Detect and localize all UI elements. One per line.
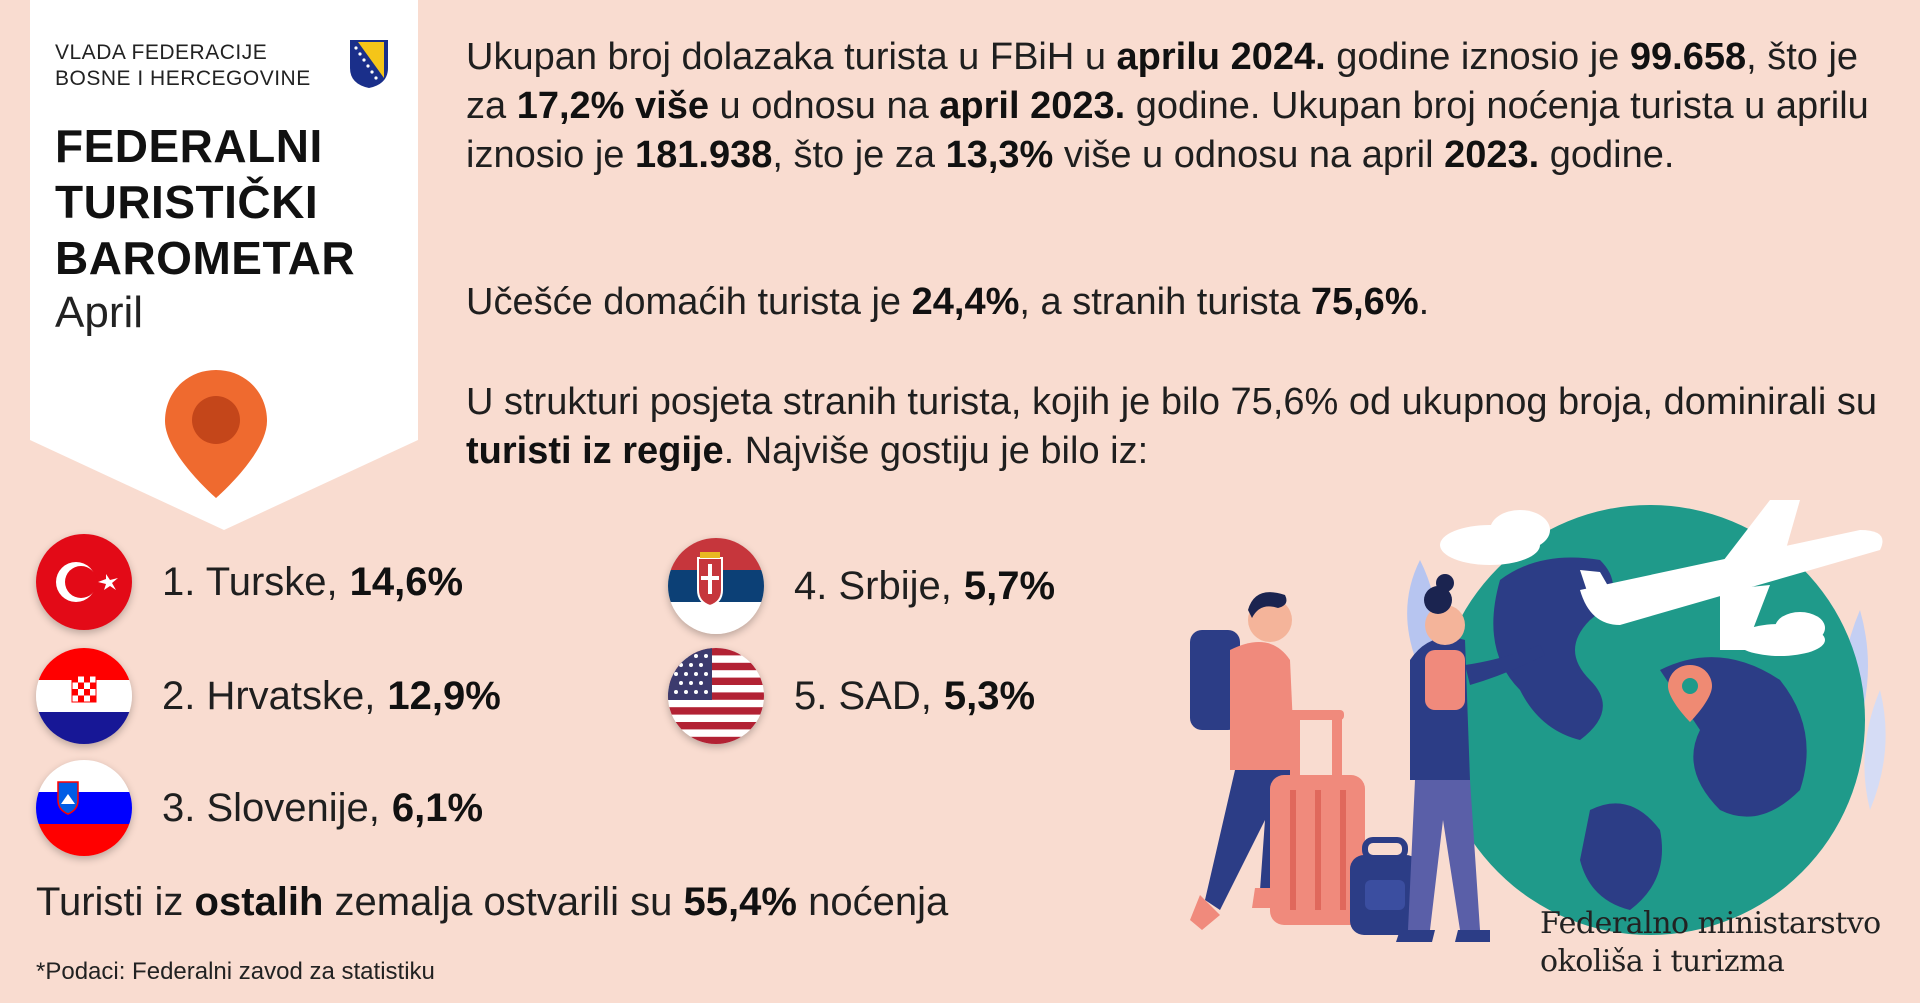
paragraph-segment: 99.658: [1629, 36, 1747, 78]
suitcase-icon: [1270, 710, 1365, 925]
country-value: 5,7%: [963, 563, 1056, 608]
slovenia-flag-icon: [36, 760, 132, 856]
country-item-croatia: 2. Hrvatske, 12,9%: [36, 648, 501, 744]
country-item-serbia: 4. Srbije, 5,7%: [668, 538, 1055, 634]
paragraph-segment: , što je za: [772, 134, 946, 176]
title-line1: FEDERALNI: [55, 120, 323, 172]
country-value: 6,1%: [391, 785, 484, 830]
others-bold1: ostalih: [194, 880, 324, 924]
backpack-icon: [1350, 837, 1420, 935]
paragraph-segment: 181.938: [634, 134, 773, 176]
location-pin-icon: [165, 370, 267, 498]
ministry-line1: Federalno ministarstvo: [1540, 906, 1881, 941]
paragraph-segment: u odnosu na: [708, 85, 940, 127]
paragraph-segment: aprilu 2024.: [1116, 36, 1326, 78]
paragraph-segment: , a stranih turista: [1019, 281, 1311, 323]
paragraph-segment: april 2023.: [939, 85, 1126, 127]
paragraph-segment: , što je za: [466, 36, 1859, 127]
country-value: 12,9%: [387, 673, 501, 718]
summary-paragraph-2: Učešće domaćih turista je 24,4%, a stran…: [466, 278, 1886, 327]
paragraph-segment: 2023.: [1444, 134, 1540, 176]
ministry-line2: okoliša i turizma: [1540, 944, 1785, 979]
gov-line2: BOSNE I HERCEGOVINE: [55, 67, 311, 90]
country-label: 4. Srbije,: [794, 563, 952, 608]
gov-line1: VLADA FEDERACIJE: [55, 41, 268, 64]
others-post: noćenja: [796, 880, 949, 924]
destination-pin-icon: [1668, 665, 1712, 722]
paragraph-segment: .: [1418, 281, 1430, 323]
summary-paragraph-3: U strukturi posjeta stranih turista, koj…: [466, 378, 1886, 476]
summary-paragraph-1: Ukupan broj dolazaka turista u FBiH u ap…: [466, 33, 1886, 180]
others-bold2: 55,4%: [683, 880, 797, 924]
data-source-note: *Podaci: Federalni zavod za statistiku: [36, 958, 435, 985]
country-item-turkey: 1. Turske, 14,6%: [36, 534, 463, 630]
others-mid: zemalja ostvarili su: [323, 880, 684, 924]
month-label: April: [55, 288, 144, 337]
paragraph-segment: turisti iz regije: [466, 430, 724, 472]
paragraph-segment: 24,4%: [911, 281, 1020, 323]
ministry-logo-text: Federalno ministarstvo okoliša i turizma: [1540, 905, 1881, 981]
turkey-flag-icon: [36, 534, 132, 630]
travel-illustration: [1190, 500, 1886, 942]
airplane-icon: [1580, 500, 1883, 650]
header-banner: [30, 0, 418, 530]
traveler-woman: [1396, 574, 1545, 942]
paragraph-segment: . Najviše gostiju je bilo iz:: [723, 430, 1149, 472]
coat-of-arms-icon: [350, 40, 388, 88]
paragraph-segment: U strukturi posjeta stranih turista, koj…: [466, 381, 1877, 423]
country-item-usa: 5. SAD, 5,3%: [668, 648, 1035, 744]
paragraph-segment: Učešće domaćih turista je: [466, 281, 912, 323]
country-label: 3. Slovenije,: [162, 785, 380, 830]
paragraph-segment: 17,2% više: [516, 85, 709, 127]
paragraph-segment: više u odnosu na april: [1053, 134, 1445, 176]
usa-flag-icon: [668, 648, 764, 744]
paragraph-segment: godine.: [1539, 134, 1675, 176]
government-name: VLADA FEDERACIJE BOSNE I HERCEGOVINE: [55, 40, 311, 92]
country-label: 1. Turske,: [162, 559, 338, 604]
country-item-slovenia: 3. Slovenije, 6,1%: [36, 760, 483, 856]
paragraph-segment: godine. Ukupan broj noćenja turista u ap…: [466, 85, 1869, 176]
country-value: 5,3%: [943, 673, 1036, 718]
croatia-flag-icon: [36, 648, 132, 744]
others-pre: Turisti iz: [36, 880, 195, 924]
country-label: 2. Hrvatske,: [162, 673, 376, 718]
page-title: FEDERALNI TURISTIČKI BAROMETAR: [55, 118, 355, 286]
banner-shape: [30, 0, 418, 530]
cloud-shape: [1440, 510, 1825, 656]
country-label: 5. SAD,: [794, 673, 932, 718]
paragraph-segment: godine iznosio je: [1325, 36, 1630, 78]
leaf-shape: [1864, 690, 1886, 810]
paragraph-segment: 75,6%: [1310, 281, 1419, 323]
paragraph-segment: Ukupan broj dolazaka turista u FBiH u: [466, 36, 1117, 78]
serbia-flag-icon: [668, 538, 764, 634]
paragraph-segment: 13,3%: [945, 134, 1054, 176]
title-line2: TURISTIČKI: [55, 176, 319, 228]
title-line3: BAROMETAR: [55, 232, 356, 284]
others-statement: Turisti iz ostalih zemalja ostvarili su …: [36, 880, 948, 925]
country-value: 14,6%: [349, 559, 464, 604]
